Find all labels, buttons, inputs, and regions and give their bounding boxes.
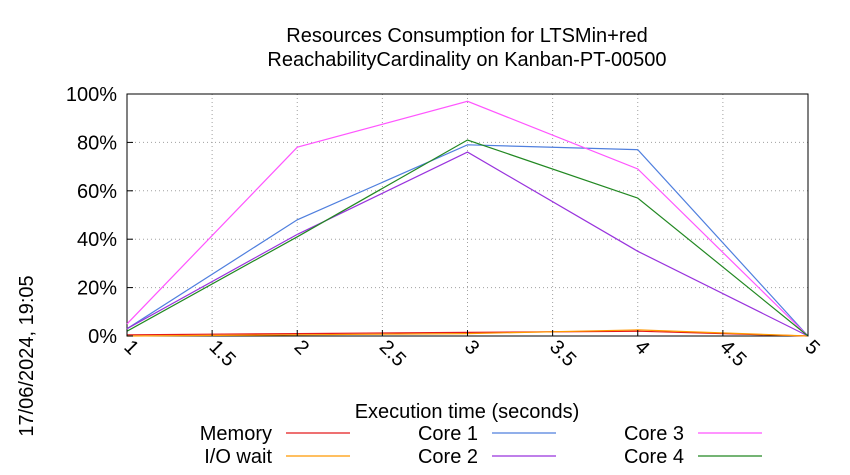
- x-tick-label: 3: [460, 336, 483, 359]
- y-tick-label: 100%: [66, 84, 117, 106]
- x-tick-label: 5: [800, 336, 823, 359]
- y-tick-label: 60%: [77, 181, 117, 203]
- x-tick-label: 1.5: [205, 336, 240, 371]
- legend-label-i-o-wait: I/O wait: [204, 446, 272, 468]
- x-tick-label: 4.5: [715, 336, 750, 371]
- series-line-core-3: [126, 100, 809, 337]
- chart-title-line-1: Resources Consumption for LTSMin+red: [286, 25, 647, 47]
- x-tick-label: 4: [630, 336, 653, 359]
- legend-label-core-1: Core 1: [418, 423, 478, 445]
- y-tick-label: 40%: [77, 229, 117, 251]
- x-tick-label: 3.5: [545, 336, 580, 371]
- y-tick-label: 0%: [88, 326, 117, 348]
- legend-label-core-4: Core 4: [624, 446, 684, 468]
- x-tick-label: 1: [119, 336, 142, 359]
- grid: [126, 93, 809, 337]
- x-tick-label: 2.5: [375, 336, 410, 371]
- series-line-core-1: [126, 144, 809, 337]
- timestamp-label: 17/06/2024, 19:05: [16, 275, 38, 436]
- series-line-core-4: [126, 139, 809, 337]
- legend-label-memory: Memory: [200, 423, 272, 445]
- x-axis-label: Execution time (seconds): [355, 401, 580, 423]
- x-tick-label: 2: [290, 336, 313, 359]
- legend-label-core-3: Core 3: [624, 423, 684, 445]
- chart-title-line-2: ReachabilityCardinality on Kanban-PT-005…: [267, 49, 666, 71]
- y-tick-labels: 0% 20% 40% 60% 80% 100%: [66, 84, 133, 348]
- legend-label-core-2: Core 2: [418, 446, 478, 468]
- series-line-core-2: [126, 151, 809, 337]
- y-tick-label: 80%: [77, 132, 117, 154]
- y-tick-label: 20%: [77, 278, 117, 300]
